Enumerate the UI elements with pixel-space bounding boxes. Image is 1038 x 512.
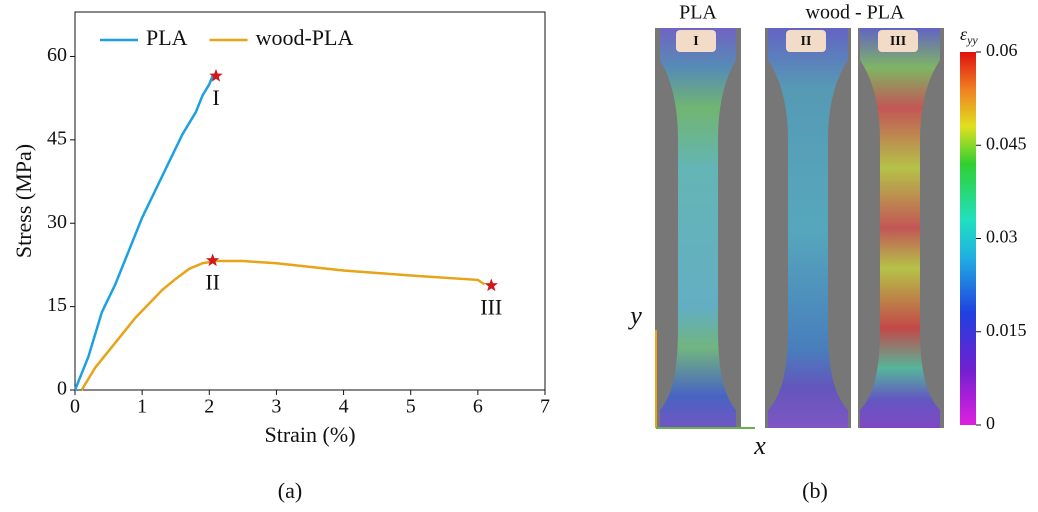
point-marker (485, 279, 498, 292)
y-tick-label: 15 (47, 294, 67, 316)
x-tick-label: 3 (271, 396, 281, 418)
x-tick-label: 6 (473, 396, 483, 418)
colorbar (960, 52, 976, 425)
point-label: II (205, 270, 220, 295)
line (82, 261, 485, 390)
panel-title: wood - PLA (806, 2, 905, 24)
line (75, 76, 213, 390)
axis-y: y (627, 301, 642, 330)
legend-label: PLA (146, 25, 188, 50)
point-label: III (480, 295, 502, 320)
x-tick-label: 4 (339, 396, 349, 418)
y-tick-label: 60 (47, 44, 67, 66)
panel-title: PLA (679, 2, 717, 24)
x-tick-label: 2 (204, 396, 214, 418)
colorbar-tick-label: 0.03 (986, 227, 1018, 247)
point-label: I (212, 85, 219, 110)
y-axis-label: Stress (MPa) (11, 144, 36, 258)
colorbar-label: εyy (960, 24, 978, 47)
y-tick-label: 0 (57, 378, 67, 400)
colorbar-tick-label: 0.015 (986, 320, 1027, 340)
plot-frame (75, 12, 545, 390)
colorbar-subscript: yy (966, 33, 978, 47)
figure: 01234567015304560Strain (%)Stress (MPa)(… (0, 0, 1038, 512)
caption: (b) (802, 478, 828, 503)
colorbar-tick-label: 0.045 (986, 133, 1027, 153)
caption: (a) (278, 478, 302, 503)
x-axis-label: Strain (%) (264, 422, 355, 447)
x-tick-label: 7 (540, 396, 550, 418)
colorbar-tick-label: 0.06 (986, 40, 1018, 60)
y-tick-label: 45 (47, 127, 67, 149)
x-tick-label: 1 (137, 396, 147, 418)
axis-x: x (753, 431, 766, 460)
specimen-label: I (693, 34, 698, 49)
specimens (655, 28, 976, 428)
specimen-label: II (801, 34, 812, 49)
colorbar-tick-label: 0 (986, 413, 995, 433)
legend-label: wood-PLA (256, 25, 354, 50)
y-tick-label: 30 (47, 211, 67, 233)
specimen-label: III (890, 34, 906, 49)
point-marker (206, 254, 219, 267)
x-tick-label: 0 (70, 396, 80, 418)
x-tick-label: 5 (406, 396, 416, 418)
